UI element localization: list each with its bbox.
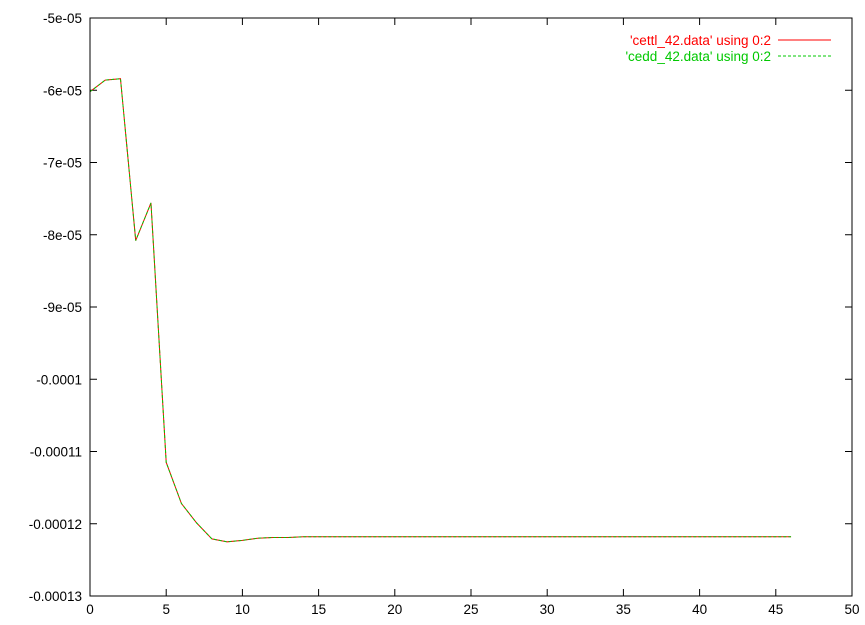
y-tick-label: -5e-05 bbox=[43, 11, 82, 26]
x-tick-label: 35 bbox=[616, 602, 631, 617]
x-tick-label: 30 bbox=[540, 602, 555, 617]
x-tick-label: 25 bbox=[463, 602, 478, 617]
ticks-layer: 0 5 10 15 20 25 30 35 40 45 50 -5e-05 -6e-05 -7e-05 -8… bbox=[29, 11, 860, 617]
x-tick-label: 45 bbox=[768, 602, 783, 617]
y-tick-label: -7e-05 bbox=[43, 156, 82, 171]
legend: 'cettl_42.data' using 0:2'cedd_42.data' … bbox=[625, 33, 831, 64]
x-tick-label: 5 bbox=[162, 602, 170, 617]
x-tick-label: 50 bbox=[844, 602, 859, 617]
x-tick-label: 15 bbox=[311, 602, 326, 617]
y-tick-label: -0.0001 bbox=[36, 372, 82, 387]
y-tick-label: -9e-05 bbox=[43, 300, 82, 315]
x-tick-label: 20 bbox=[387, 602, 402, 617]
x-tick-label: 10 bbox=[235, 602, 250, 617]
x-tick-label: 0 bbox=[86, 602, 94, 617]
y-tick-label: -0.00012 bbox=[29, 517, 82, 532]
x-tick-label: 40 bbox=[692, 602, 707, 617]
y-tick-label: -0.00013 bbox=[29, 589, 82, 604]
series-line-2 bbox=[89, 78, 792, 543]
series-line-1 bbox=[89, 78, 792, 543]
plot-frame bbox=[89, 17, 853, 597]
y-tick-label: -0.00011 bbox=[30, 445, 82, 460]
legend-label-1: 'cettl_42.data' using 0:2 bbox=[630, 33, 771, 48]
legend-label-2: 'cedd_42.data' using 0:2 bbox=[625, 49, 771, 64]
y-tick-label: -8e-05 bbox=[43, 228, 82, 243]
series-layer bbox=[89, 78, 792, 543]
y-tick-label: -6e-05 bbox=[43, 83, 82, 98]
